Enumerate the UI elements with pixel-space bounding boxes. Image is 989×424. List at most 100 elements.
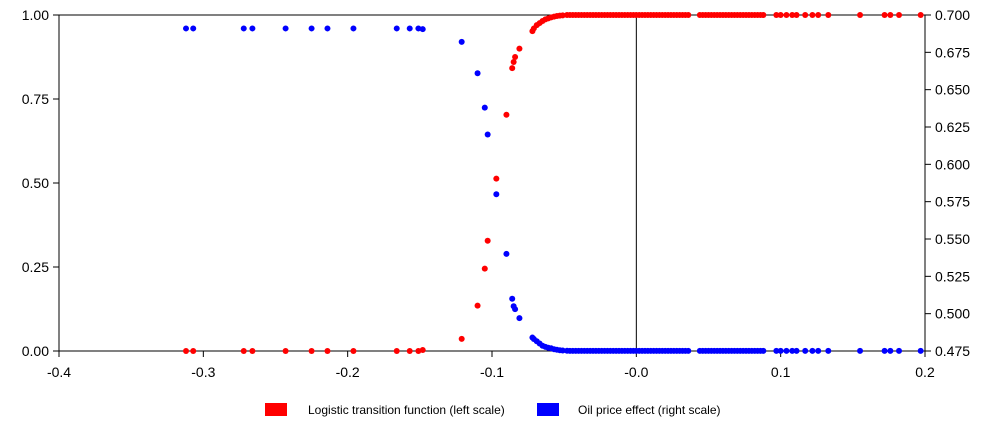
y-right-tick-label: 0.700 bbox=[935, 7, 970, 23]
y-left-tick-label: 0.00 bbox=[22, 343, 49, 359]
data-point bbox=[481, 265, 488, 272]
data-point bbox=[484, 237, 491, 244]
data-point bbox=[350, 25, 357, 32]
data-point bbox=[881, 347, 888, 354]
data-point bbox=[783, 12, 790, 18]
data-point bbox=[512, 306, 519, 313]
data-point bbox=[190, 25, 197, 32]
x-tick-label: 0.1 bbox=[771, 364, 791, 380]
data-point bbox=[559, 347, 566, 354]
series-logistic-transition bbox=[183, 12, 924, 354]
legend-label: Logistic transition function (left scale… bbox=[308, 403, 505, 417]
data-point bbox=[881, 12, 888, 18]
data-point bbox=[512, 54, 519, 60]
data-point bbox=[240, 348, 247, 354]
x-axis: -0.4 -0.3 -0.2 -0.1 -0.0 0.1 0.2 bbox=[47, 351, 935, 380]
data-point bbox=[783, 347, 790, 354]
y-right-tick-label: 0.525 bbox=[935, 268, 970, 284]
data-point bbox=[809, 347, 816, 354]
data-point bbox=[458, 335, 465, 342]
data-point bbox=[503, 111, 510, 118]
data-point bbox=[773, 12, 780, 18]
series-oil-price-effect bbox=[183, 25, 924, 354]
y-right-tick-label: 0.575 bbox=[935, 194, 970, 210]
data-point bbox=[324, 25, 331, 32]
data-point bbox=[760, 12, 767, 18]
data-point bbox=[887, 347, 894, 354]
y-right-tick-label: 0.475 bbox=[935, 343, 970, 359]
data-point bbox=[493, 191, 500, 198]
data-point bbox=[896, 12, 903, 18]
data-point bbox=[493, 175, 500, 182]
x-tick-label: -0.1 bbox=[480, 364, 504, 380]
y-left-tick-label: 1.00 bbox=[22, 7, 49, 23]
data-point bbox=[802, 12, 809, 18]
data-point bbox=[190, 348, 197, 354]
x-tick-label: -0.4 bbox=[47, 364, 71, 380]
y-left-tick-label: 0.50 bbox=[22, 175, 49, 191]
data-point bbox=[857, 12, 864, 18]
data-point bbox=[896, 347, 903, 354]
data-point bbox=[516, 315, 523, 322]
data-point bbox=[484, 131, 491, 138]
data-point bbox=[857, 347, 864, 354]
y-right-tick-label: 0.625 bbox=[935, 119, 970, 135]
data-point bbox=[793, 12, 800, 18]
data-point bbox=[809, 12, 816, 18]
data-point bbox=[282, 25, 289, 32]
x-tick-label: 0.2 bbox=[915, 364, 935, 380]
y-right-tick-label: 0.500 bbox=[935, 306, 970, 322]
data-point bbox=[183, 348, 190, 354]
y-right-tick-label: 0.600 bbox=[935, 156, 970, 172]
data-point bbox=[825, 12, 832, 18]
y-right-tick-label: 0.550 bbox=[935, 231, 970, 247]
data-point bbox=[324, 348, 331, 354]
data-point bbox=[815, 12, 822, 18]
data-point bbox=[406, 348, 413, 354]
y-left-tick-label: 0.25 bbox=[22, 259, 49, 275]
data-point bbox=[509, 65, 516, 72]
legend-swatch bbox=[537, 403, 559, 416]
data-point bbox=[249, 25, 256, 32]
data-point bbox=[481, 104, 488, 111]
data-point bbox=[419, 346, 426, 353]
data-point bbox=[887, 12, 894, 18]
data-point bbox=[393, 348, 400, 354]
y-right-tick-label: 0.650 bbox=[935, 82, 970, 98]
data-point bbox=[183, 25, 190, 32]
data-point bbox=[760, 347, 767, 354]
data-point bbox=[308, 348, 315, 354]
data-point bbox=[308, 25, 315, 32]
data-point bbox=[503, 250, 510, 257]
data-point bbox=[685, 12, 692, 18]
y-left-tick-label: 0.75 bbox=[22, 91, 49, 107]
data-point bbox=[559, 12, 566, 19]
legend-swatch bbox=[265, 403, 287, 416]
data-point bbox=[777, 12, 784, 18]
data-point bbox=[773, 347, 780, 354]
legend-label: Oil price effect (right scale) bbox=[578, 403, 721, 417]
data-point bbox=[249, 348, 256, 354]
data-point bbox=[516, 45, 523, 52]
y-right-tick-label: 0.675 bbox=[935, 44, 970, 60]
data-point bbox=[240, 25, 247, 32]
data-point bbox=[685, 347, 692, 354]
data-point bbox=[789, 347, 796, 354]
x-tick-label: -0.2 bbox=[336, 364, 360, 380]
data-point bbox=[815, 347, 822, 354]
data-point bbox=[350, 348, 357, 354]
data-point bbox=[789, 12, 796, 18]
x-tick-label: -0.3 bbox=[191, 364, 215, 380]
data-point bbox=[802, 347, 809, 354]
data-point bbox=[825, 347, 832, 354]
data-point bbox=[793, 347, 800, 354]
data-point bbox=[510, 59, 517, 66]
y-axis-right: 0.475 0.500 0.525 0.550 0.575 0.600 0.625 0.650… bbox=[925, 7, 970, 359]
legend: Logistic transition function (left scale… bbox=[265, 403, 721, 417]
data-point bbox=[917, 347, 924, 354]
data-points bbox=[183, 12, 924, 354]
x-tick-label: -0.0 bbox=[624, 364, 648, 380]
data-point bbox=[777, 347, 784, 354]
